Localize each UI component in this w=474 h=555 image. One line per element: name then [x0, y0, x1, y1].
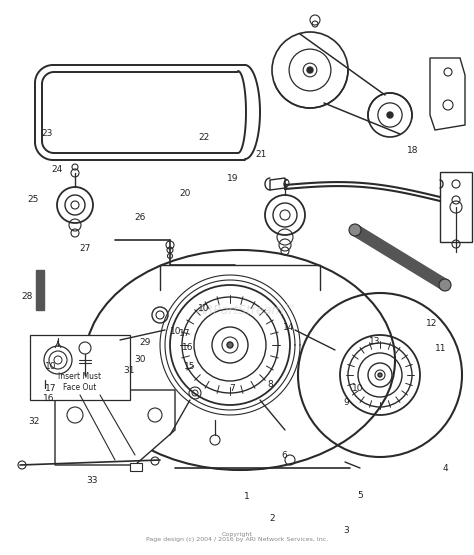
Text: 10: 10	[46, 362, 57, 371]
Text: 33: 33	[87, 476, 98, 485]
Text: 9: 9	[343, 398, 349, 407]
Text: 20: 20	[179, 189, 191, 198]
Text: 1: 1	[244, 492, 249, 501]
Text: 6: 6	[282, 451, 287, 460]
Text: 2: 2	[270, 514, 275, 523]
Circle shape	[307, 67, 313, 73]
Polygon shape	[270, 178, 285, 190]
Text: 17: 17	[179, 329, 191, 337]
Circle shape	[387, 112, 393, 118]
Text: 21: 21	[255, 150, 266, 159]
Circle shape	[439, 279, 451, 291]
Circle shape	[227, 342, 233, 348]
Bar	[30, 335, 130, 400]
Circle shape	[349, 224, 361, 236]
Text: ARPartStream™: ARPartStream™	[196, 304, 297, 317]
Text: 29: 29	[139, 338, 150, 347]
Text: 28: 28	[22, 292, 33, 301]
Text: 10: 10	[198, 304, 210, 312]
Text: 31: 31	[124, 366, 135, 375]
Text: 17: 17	[46, 384, 57, 393]
Text: 7: 7	[229, 384, 235, 393]
Polygon shape	[351, 226, 449, 289]
Text: 26: 26	[134, 213, 146, 222]
Text: 14: 14	[283, 323, 295, 332]
Polygon shape	[430, 58, 465, 130]
Text: 23: 23	[42, 129, 53, 138]
Text: 8: 8	[267, 380, 273, 389]
Text: 13: 13	[369, 337, 380, 346]
Text: 16: 16	[43, 394, 55, 403]
Text: 4: 4	[443, 465, 448, 473]
Polygon shape	[36, 270, 44, 310]
Text: 32: 32	[28, 417, 40, 426]
Text: 18: 18	[407, 147, 418, 155]
Bar	[130, 463, 142, 471]
Text: 30: 30	[134, 355, 146, 364]
Text: 10: 10	[352, 384, 364, 393]
Polygon shape	[440, 172, 472, 242]
Text: 5: 5	[357, 491, 363, 500]
Text: Copyright
Page design (c) 2004 / 2016 by ARI Network Services, Inc.: Copyright Page design (c) 2004 / 2016 by…	[146, 532, 328, 542]
Text: 24: 24	[51, 165, 63, 174]
Text: 15: 15	[184, 362, 195, 371]
Text: 27: 27	[80, 244, 91, 253]
Text: 22: 22	[198, 133, 210, 142]
Text: 11: 11	[435, 344, 447, 353]
Text: 10: 10	[170, 327, 181, 336]
Text: 12: 12	[426, 319, 437, 327]
Polygon shape	[55, 390, 175, 465]
Circle shape	[378, 373, 382, 377]
Text: 3: 3	[343, 526, 349, 534]
Text: 25: 25	[27, 195, 39, 204]
Text: 19: 19	[227, 174, 238, 183]
Text: 16: 16	[182, 344, 193, 352]
Text: Insert Must
Face Out: Insert Must Face Out	[58, 372, 101, 392]
